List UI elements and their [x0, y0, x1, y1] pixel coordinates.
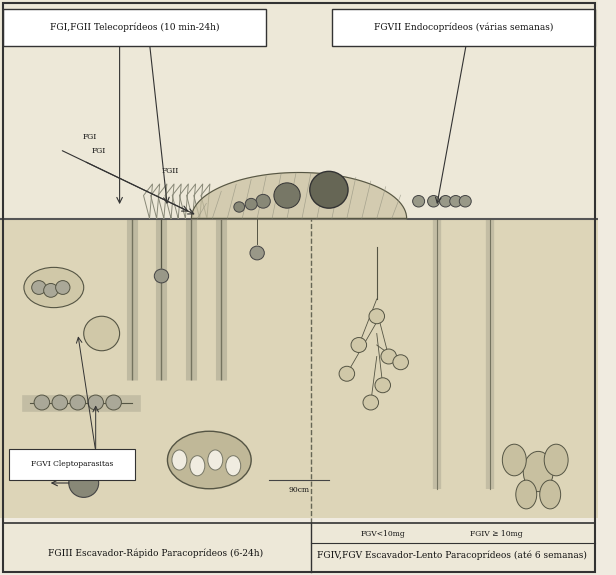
Ellipse shape — [523, 451, 553, 492]
Ellipse shape — [172, 450, 187, 470]
Circle shape — [106, 395, 121, 410]
Circle shape — [381, 349, 397, 364]
FancyBboxPatch shape — [3, 9, 266, 46]
Circle shape — [393, 355, 408, 370]
Circle shape — [52, 395, 68, 410]
Ellipse shape — [544, 444, 568, 476]
Circle shape — [234, 202, 245, 212]
Circle shape — [34, 395, 50, 410]
Circle shape — [154, 269, 169, 283]
Ellipse shape — [540, 480, 561, 509]
Text: 90cm: 90cm — [288, 486, 310, 494]
Text: FGI,FGII Telecoprídeos (10 min-24h): FGI,FGII Telecoprídeos (10 min-24h) — [50, 22, 219, 32]
Ellipse shape — [84, 316, 120, 351]
Circle shape — [70, 395, 86, 410]
Circle shape — [44, 283, 58, 297]
Circle shape — [363, 395, 379, 410]
Text: FGVI Cleptoparasitas: FGVI Cleptoparasitas — [31, 460, 113, 468]
Circle shape — [310, 171, 348, 208]
Ellipse shape — [502, 444, 526, 476]
Circle shape — [440, 196, 452, 207]
Circle shape — [245, 198, 257, 210]
Circle shape — [460, 196, 471, 207]
Circle shape — [55, 281, 70, 294]
Circle shape — [256, 194, 270, 208]
Circle shape — [428, 196, 440, 207]
Text: FGVII Endocoprídeos (várias semanas): FGVII Endocoprídeos (várias semanas) — [374, 22, 553, 32]
Text: FGIV,FGV Escavador-Lento Paracoprídeos (até 6 semanas): FGIV,FGV Escavador-Lento Paracoprídeos (… — [317, 550, 586, 559]
Ellipse shape — [168, 431, 251, 489]
Circle shape — [339, 366, 355, 381]
Ellipse shape — [24, 267, 84, 308]
Circle shape — [88, 395, 103, 410]
Ellipse shape — [208, 450, 223, 470]
Circle shape — [450, 196, 461, 207]
Text: FGV<10mg: FGV<10mg — [360, 530, 405, 538]
Text: FGI: FGI — [83, 133, 97, 141]
Circle shape — [250, 246, 264, 260]
Circle shape — [413, 196, 424, 207]
FancyBboxPatch shape — [9, 448, 134, 480]
Text: FGIII Escavador-Rápido Paracoprídeos (6-24h): FGIII Escavador-Rápido Paracoprídeos (6-… — [48, 549, 263, 558]
Ellipse shape — [190, 455, 205, 476]
Text: FGII: FGII — [162, 167, 179, 175]
FancyBboxPatch shape — [0, 0, 598, 218]
Circle shape — [31, 281, 46, 294]
FancyBboxPatch shape — [3, 523, 595, 572]
Polygon shape — [192, 172, 407, 218]
Text: FGIV ≥ 10mg: FGIV ≥ 10mg — [470, 530, 522, 538]
Text: FGI: FGI — [92, 147, 106, 155]
FancyBboxPatch shape — [0, 218, 598, 518]
Circle shape — [369, 309, 384, 324]
FancyBboxPatch shape — [332, 9, 595, 46]
Circle shape — [274, 183, 300, 208]
Circle shape — [69, 469, 99, 497]
Ellipse shape — [516, 480, 537, 509]
Circle shape — [375, 378, 391, 393]
Ellipse shape — [225, 455, 241, 476]
Circle shape — [351, 338, 367, 352]
